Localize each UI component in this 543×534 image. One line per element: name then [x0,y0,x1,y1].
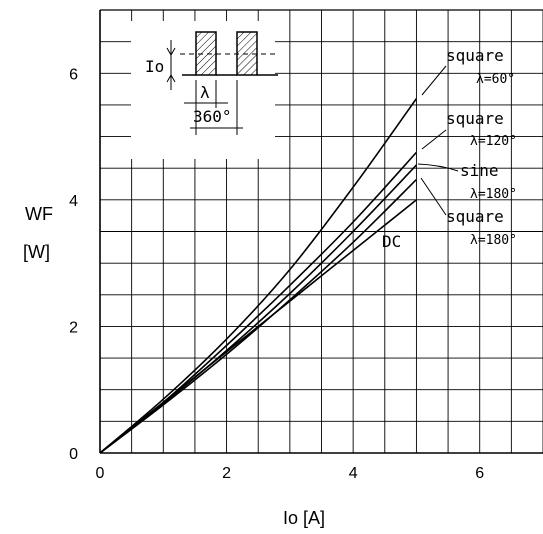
series-labels: square λ=60° square λ=120° sine λ=180° s… [382,46,517,251]
x-tick-label: 4 [349,465,358,482]
inset-period-label: 360° [193,107,232,126]
y-tick-label: 6 [69,66,78,83]
y-tick-label: 0 [69,446,78,463]
series-line-2 [99,164,417,454]
series-line-0 [99,98,418,454]
y-tick-label: 2 [69,319,78,336]
inset-lambda-label: λ [200,83,210,102]
leader-square-180 [420,177,447,216]
grid [100,9,543,453]
label-dc: DC [382,232,401,251]
y-axis-label-line1: WF [25,204,53,224]
x-tick-label: 6 [475,465,484,482]
leader-square-120 [421,129,447,150]
inset-arrowhead-top [166,47,176,57]
inset-level-label: Io [145,57,164,76]
label-square-120-line2: λ=120° [470,134,517,149]
label-square-120-line1: square [446,109,504,128]
label-square-180-line1: square [446,207,504,226]
label-sine-180-line2: λ=180° [470,187,517,202]
label-square-60-line2: λ=60° [476,72,515,87]
label-square-60-line1: square [446,46,504,65]
label-sine-180-line1: sine [460,161,499,180]
series-line-4 [99,199,417,454]
axes [99,9,543,454]
y-axis-label-line2: [W] [23,242,50,262]
leader-sine-180 [417,163,459,172]
inset-arrowhead-bottom [166,73,176,83]
inset-waveform-diagram: Io λ 360° [131,21,278,159]
series-curves [99,98,418,454]
x-tick-label: 2 [222,465,231,482]
x-axis-label: Io [A] [283,508,325,528]
y-tick-label: 4 [69,193,78,210]
leader-square-60 [421,65,447,96]
x-tick-label: 0 [96,465,105,482]
tick-labels: 0 2 4 6 0 2 4 6 [69,66,484,482]
label-square-180-line2: λ=180° [470,233,517,248]
